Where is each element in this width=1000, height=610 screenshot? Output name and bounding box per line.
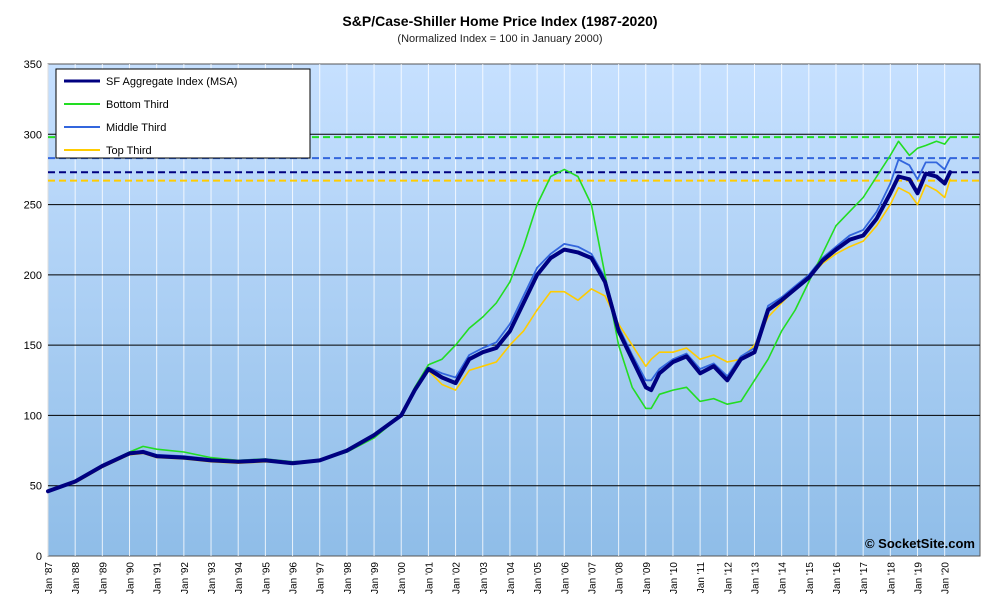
x-tick-label: Jan '15	[805, 562, 816, 594]
y-tick-label: 200	[24, 270, 42, 282]
chart-title: S&P/Case-Shiller Home Price Index (1987-…	[342, 13, 657, 29]
y-tick-label: 100	[24, 410, 42, 422]
y-tick-label: 350	[24, 59, 42, 71]
x-tick-label: Jan '88	[71, 562, 82, 594]
x-tick-label: Jan '05	[533, 562, 544, 594]
x-tick-label: Jan '91	[153, 562, 164, 594]
watermark: © SocketSite.com	[865, 536, 975, 551]
x-tick-label: Jan '18	[886, 562, 897, 594]
x-tick-label: Jan '04	[506, 562, 517, 594]
x-tick-label: Jan '89	[98, 562, 109, 594]
x-tick-label: Jan '10	[669, 562, 680, 594]
y-tick-label: 150	[24, 340, 42, 352]
y-tick-label: 0	[36, 551, 42, 563]
x-tick-label: Jan '00	[397, 562, 408, 594]
x-tick-label: Jan '19	[914, 562, 925, 594]
y-tick-label: 300	[24, 129, 42, 141]
horizontal-grid	[48, 133, 980, 487]
y-tick-label: 250	[24, 200, 42, 212]
x-tick-label: Jan '17	[859, 562, 870, 594]
x-tick-label: Jan '98	[343, 562, 354, 594]
chart-subtitle: (Normalized Index = 100 in January 2000)	[397, 33, 602, 45]
x-tick-label: Jan '92	[180, 562, 191, 594]
legend-label: Middle Third	[106, 122, 166, 134]
legend-label: SF Aggregate Index (MSA)	[106, 76, 237, 88]
x-tick-label: Jan '87	[44, 562, 55, 594]
x-tick-label: Jan '16	[832, 562, 843, 594]
legend: SF Aggregate Index (MSA) Bottom Third Midd…	[55, 68, 311, 159]
x-tick-label: Jan '14	[778, 562, 789, 594]
x-tick-label: Jan '97	[316, 562, 327, 594]
y-axis-ticks: 0 50 100 150 200 250 300 350	[24, 59, 42, 563]
x-tick-label: Jan '90	[126, 562, 137, 594]
x-tick-label: Jan '94	[234, 562, 245, 594]
x-tick-label: Jan '20	[941, 562, 952, 594]
x-tick-label: Jan '11	[696, 562, 707, 594]
x-axis-ticks: Jan '87 Jan '88 Jan '89 Jan '90 Jan '91 Jan '…	[44, 562, 952, 594]
x-tick-label: Jan '02	[452, 562, 463, 594]
x-tick-label: Jan '12	[723, 562, 734, 594]
x-tick-label: Jan '01	[424, 562, 435, 594]
series-line	[46, 170, 953, 494]
legend-label: Bottom Third	[106, 99, 169, 111]
x-tick-label: Jan '96	[289, 562, 300, 594]
legend-label: Top Third	[106, 145, 152, 157]
x-tick-label: Jan '08	[615, 562, 626, 594]
x-tick-label: Jan '07	[587, 562, 598, 594]
x-tick-label: Jan '09	[642, 562, 653, 594]
x-tick-label: Jan '99	[370, 562, 381, 594]
x-tick-label: Jan '03	[479, 562, 490, 594]
y-tick-label: 50	[30, 481, 42, 493]
legend-box	[55, 68, 311, 159]
x-tick-label: Jan '93	[207, 562, 218, 594]
x-tick-label: Jan '13	[750, 562, 761, 594]
x-tick-label: Jan '95	[261, 562, 272, 594]
x-tick-label: Jan '06	[560, 562, 571, 594]
series-lines	[46, 136, 953, 494]
